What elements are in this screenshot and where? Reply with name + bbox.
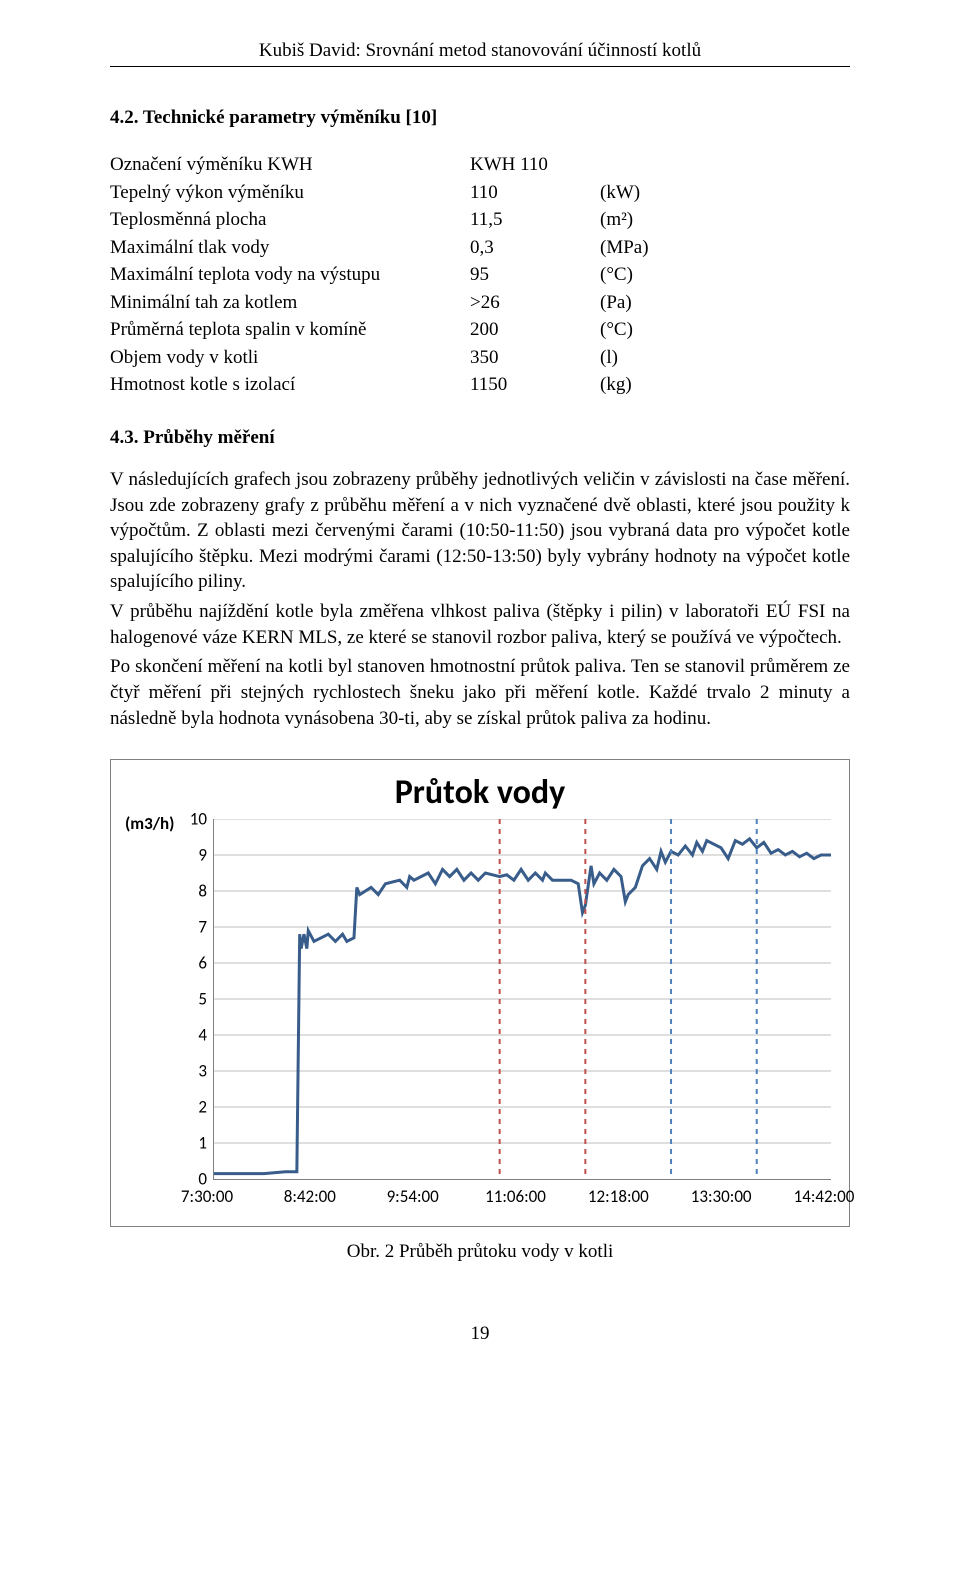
spec-label: Teplosměnná plocha [110,206,450,234]
spec-value: 200 [470,316,580,344]
spec-value: 1150 [470,371,580,399]
spec-value: KWH 110 [470,151,580,179]
spec-value: 11,5 [470,206,580,234]
section-4-2-heading: 4.2. Technické parametry výměníku [10] [110,107,850,129]
spec-value: 110 [470,179,580,207]
section-4-3-heading: 4.3. Průběhy měření [110,427,850,449]
x-tick-label: 9:54:00 [387,1186,439,1207]
spec-value: >26 [470,289,580,317]
spec-unit: (°C) [600,261,670,289]
spec-unit: (kW) [600,179,670,207]
spec-unit: (°C) [600,316,670,344]
y-tick-label: 3 [198,1061,207,1082]
y-tick-label: 6 [198,953,207,974]
chart-title: Průtok vody [129,772,831,813]
spec-label: Maximální tlak vody [110,234,450,262]
chart-x-axis: 7:30:008:42:009:54:0011:06:0012:18:0013:… [207,1186,824,1208]
y-tick-label: 10 [190,809,207,830]
y-tick-label: 8 [198,881,207,902]
y-tick-label: 9 [198,845,207,866]
spec-label: Označení výměníku KWH [110,151,450,179]
chart-y-axis: (m3/h) 109876543210 [129,819,213,1180]
figure-caption: Obr. 2 Průběh průtoku vody v kotli [110,1241,850,1263]
chart-plot-area [213,819,831,1180]
spec-unit: (kg) [600,371,670,399]
y-tick-label: 7 [198,917,207,938]
y-tick-label: 4 [198,1025,207,1046]
chart-svg [214,819,831,1179]
body-paragraph: Po skončení měření na kotli byl stanoven… [110,654,850,731]
spec-label: Tepelný výkon výměníku [110,179,450,207]
chart-container: Průtok vody (m3/h) 109876543210 7:30:008… [110,759,850,1227]
x-tick-label: 8:42:00 [284,1186,336,1207]
x-tick-label: 7:30:00 [181,1186,233,1207]
spec-label: Hmotnost kotle s izolací [110,371,450,399]
x-tick-label: 14:42:00 [794,1186,855,1207]
spec-table: Označení výměníku KWH KWH 110 Tepelný výko… [110,151,850,399]
spec-value: 0,3 [470,234,580,262]
spec-value: 95 [470,261,580,289]
body-paragraph: V následujících grafech jsou zobrazeny p… [110,467,850,595]
spec-label: Průměrná teplota spalin v komíně [110,316,450,344]
y-tick-label: 2 [198,1097,207,1118]
page-number: 19 [110,1323,850,1345]
x-tick-label: 11:06:00 [485,1186,546,1207]
x-tick-label: 13:30:00 [691,1186,752,1207]
spec-label: Objem vody v kotli [110,344,450,372]
spec-unit [600,151,670,179]
spec-label: Minimální tah za kotlem [110,289,450,317]
spec-value: 350 [470,344,580,372]
spec-unit: (m²) [600,206,670,234]
spec-unit: (l) [600,344,670,372]
data-series-line [214,839,831,1174]
x-tick-label: 12:18:00 [588,1186,649,1207]
page-header: Kubiš David: Srovnání metod stanovování … [110,40,850,67]
spec-label: Maximální teplota vody na výstupu [110,261,450,289]
spec-unit: (Pa) [600,289,670,317]
y-tick-label: 1 [198,1133,207,1154]
spec-unit: (MPa) [600,234,670,262]
body-paragraph: V průběhu najíždění kotle byla změřena v… [110,599,850,650]
y-tick-label: 5 [198,989,207,1010]
